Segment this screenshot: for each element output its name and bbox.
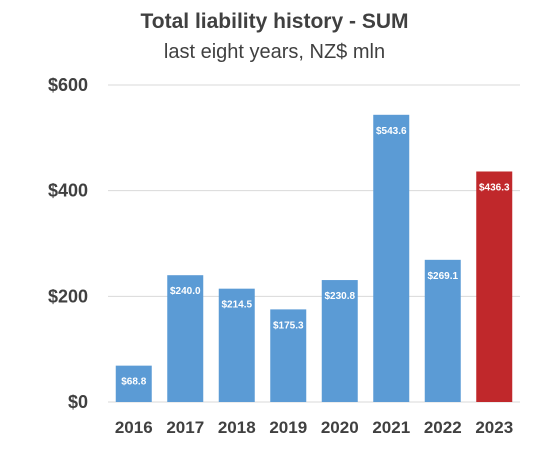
y-axis-ticks: $0 $200 $400 $600 [48, 75, 88, 412]
y-tick-label: $0 [68, 392, 88, 412]
bar-value-label: $269.1 [427, 271, 458, 282]
bar-value-label: $436.3 [479, 182, 510, 193]
bar-value-label: $543.6 [376, 126, 407, 137]
bar-2017 [167, 275, 204, 402]
x-axis-ticks: 2016 2017 2018 2019 2020 2021 2022 2023 [115, 418, 513, 437]
x-tick-label: 2018 [218, 418, 256, 437]
bar-2022 [424, 259, 461, 402]
x-tick-label: 2023 [475, 418, 513, 437]
bar-2023 [476, 171, 513, 402]
bar-2020 [321, 280, 358, 402]
y-tick-label: $200 [48, 286, 88, 306]
x-tick-label: 2021 [372, 418, 410, 437]
chart-subtitle: last eight years, NZ$ mln [163, 41, 386, 63]
x-tick-label: 2019 [269, 418, 307, 437]
x-tick-label: 2020 [321, 418, 359, 437]
bar-2016 [115, 365, 152, 402]
bar-2018 [218, 288, 255, 402]
x-tick-label: 2022 [424, 418, 462, 437]
bar-value-label: $240.0 [170, 286, 201, 297]
bar-2021 [373, 114, 410, 402]
x-tick-label: 2017 [166, 418, 204, 437]
bar-2019 [270, 309, 307, 402]
y-tick-label: $400 [48, 181, 88, 201]
bar-value-label: $68.8 [121, 377, 146, 388]
y-tick-label: $600 [48, 75, 88, 95]
x-tick-label: 2016 [115, 418, 153, 437]
bars: $68.8 $240.0 $214.5 $175.3 $230.8 $543.6 $269.… [115, 114, 513, 402]
bar-value-label: $230.8 [324, 291, 355, 302]
bar-value-label: $214.5 [221, 300, 252, 311]
bar-value-label: $175.3 [273, 320, 304, 331]
chart-title: Total liability history - SUM [140, 10, 409, 33]
